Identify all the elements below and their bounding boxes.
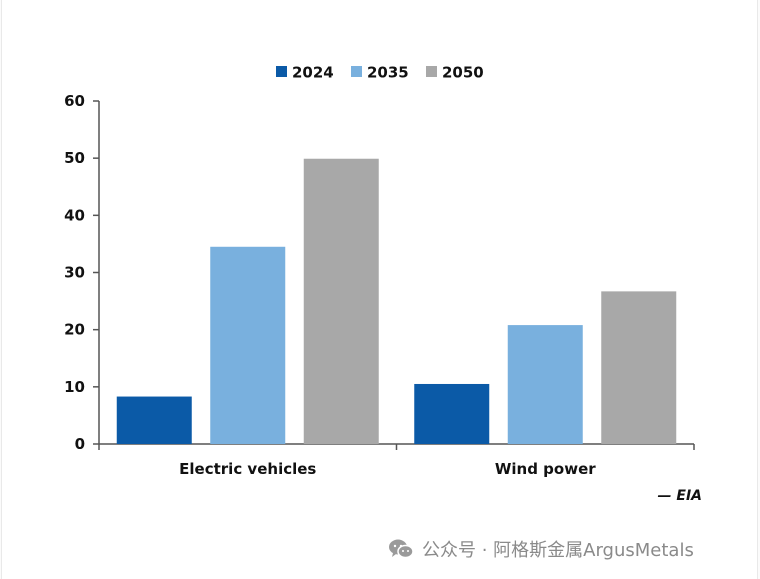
legend-swatch-2024 — [276, 66, 287, 77]
x-axis: Electric vehicles Wind power — [98, 443, 695, 478]
bar-2035-1 — [507, 325, 583, 444]
y-tick-label: 60 — [64, 92, 85, 110]
bar-2050-1 — [601, 291, 677, 444]
wechat-icon — [389, 539, 414, 559]
legend-swatch-2050 — [426, 66, 437, 77]
bar-2024-0 — [116, 396, 192, 444]
watermark: 公众号 · 阿格斯金属ArgusMetals — [388, 536, 694, 562]
legend-label: 2024 — [292, 64, 334, 82]
x-category-label: Electric vehicles — [179, 460, 316, 478]
watermark-text: 公众号 · 阿格斯金属ArgusMetals — [422, 540, 694, 561]
y-tick-label: 10 — [64, 378, 85, 396]
legend: 2024 2035 2050 — [276, 64, 484, 82]
y-tick-label: 40 — [64, 206, 85, 224]
legend-label: 2035 — [367, 64, 409, 82]
y-tick-label: 30 — [64, 264, 85, 282]
x-category-label: Wind power — [495, 460, 596, 478]
y-tick-label: 50 — [64, 149, 85, 167]
y-tick-label: 20 — [64, 321, 85, 339]
bars — [116, 158, 677, 444]
y-axis: 0 10 20 30 40 50 60 — [64, 92, 100, 453]
legend-label: 2050 — [442, 64, 484, 82]
bar-2050-0 — [303, 158, 379, 444]
legend-swatch-2035 — [351, 66, 362, 77]
bar-2024-1 — [414, 383, 490, 444]
source-label: — EIA — [658, 488, 702, 504]
bar-2035-0 — [210, 246, 286, 444]
y-tick-label: 0 — [75, 435, 85, 453]
